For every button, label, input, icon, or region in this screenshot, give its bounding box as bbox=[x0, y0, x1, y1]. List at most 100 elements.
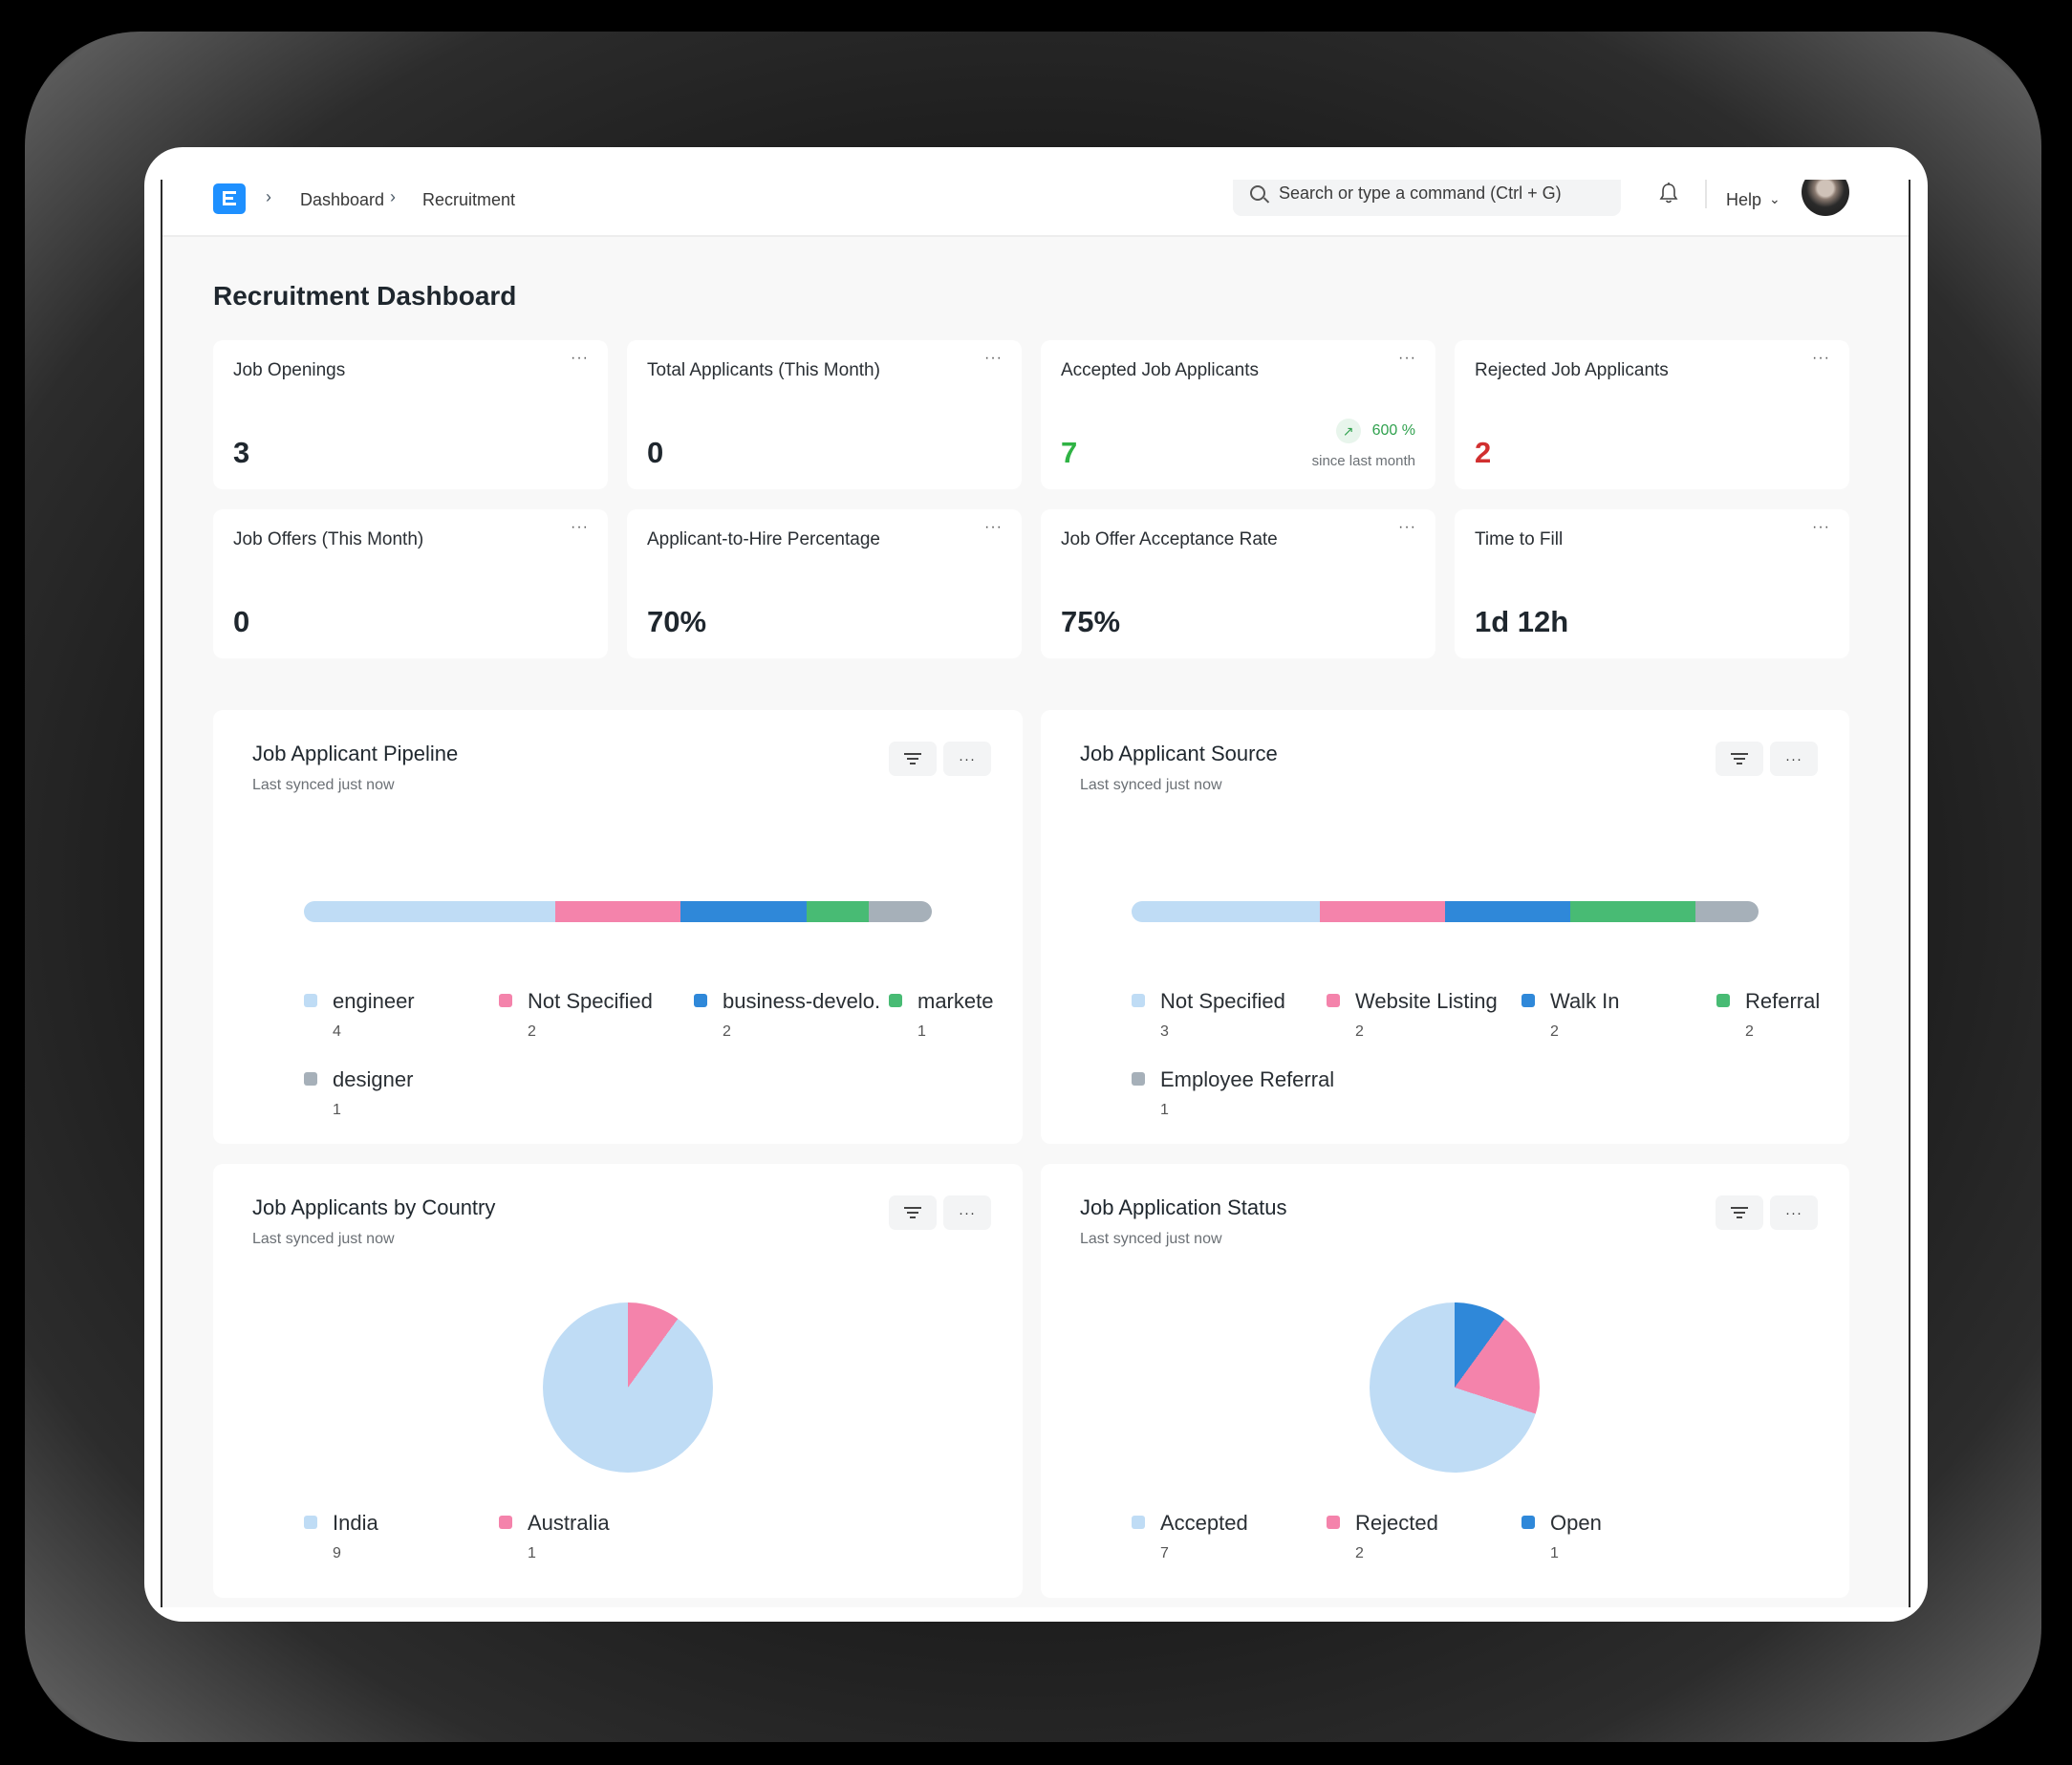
legend-swatch bbox=[1716, 994, 1730, 1007]
chart-sync-status: Last synced just now bbox=[1080, 1231, 1222, 1247]
filter-icon bbox=[1731, 1207, 1748, 1218]
chart-menu-button[interactable]: ··· bbox=[943, 1195, 991, 1230]
legend-swatch bbox=[1327, 1516, 1340, 1529]
breadcrumb-chevron-icon: › bbox=[390, 187, 396, 206]
card-value: 75% bbox=[1061, 605, 1121, 638]
number-card-applicant-to-hire: Applicant-to-Hire Percentage ··· 70% bbox=[627, 509, 1022, 658]
trend-indicator: ↗ 600 % bbox=[1335, 419, 1415, 443]
app-window: › Dashboard › Recruitment Search or type… bbox=[144, 147, 1928, 1622]
filter-icon bbox=[1731, 753, 1748, 764]
bar-segment-business-development[interactable] bbox=[680, 901, 807, 922]
card-value: 7 bbox=[1061, 436, 1078, 469]
browser-viewport: › Dashboard › Recruitment Search or type… bbox=[161, 180, 1910, 1607]
legend-label: Walk In bbox=[1550, 989, 1620, 1013]
card-label: Total Applicants (This Month) bbox=[647, 360, 880, 380]
legend-value: 9 bbox=[333, 1545, 341, 1561]
number-card-job-offers: Job Offers (This Month) ··· 0 bbox=[213, 509, 608, 658]
bar-segment-not-specified[interactable] bbox=[554, 901, 681, 922]
search-icon bbox=[1250, 185, 1265, 201]
chart-card-applicants-by-country: Job Applicants by Country Last synced ju… bbox=[213, 1164, 1023, 1598]
help-menu[interactable]: Help bbox=[1726, 190, 1762, 209]
trend-percent: 600 % bbox=[1371, 422, 1415, 439]
legend-swatch bbox=[304, 1516, 317, 1529]
chart-menu-button[interactable]: ··· bbox=[1770, 1195, 1818, 1230]
legend-label: India bbox=[333, 1511, 378, 1535]
legend-label: business-develo. bbox=[723, 989, 881, 1013]
number-card-offer-acceptance-rate: Job Offer Acceptance Rate ··· 75% bbox=[1041, 509, 1435, 658]
bar-segment-walk-in[interactable] bbox=[1444, 901, 1571, 922]
bar-segment-designer[interactable] bbox=[869, 901, 932, 922]
card-menu-button[interactable]: ··· bbox=[1812, 350, 1830, 366]
legend-swatch bbox=[1132, 1072, 1145, 1086]
legend-swatch bbox=[304, 994, 317, 1007]
card-value: 1d 12h bbox=[1475, 605, 1569, 638]
legend-label: Not Specified bbox=[528, 989, 653, 1013]
chart-menu-button[interactable]: ··· bbox=[943, 742, 991, 776]
legend-swatch bbox=[1522, 994, 1535, 1007]
pie-chart[interactable] bbox=[543, 1302, 713, 1473]
chart-sync-status: Last synced just now bbox=[252, 1231, 395, 1247]
card-label: Rejected Job Applicants bbox=[1475, 360, 1669, 380]
chart-card-applicant-pipeline: Job Applicant Pipeline Last synced just … bbox=[213, 710, 1023, 1144]
chart-menu-button[interactable]: ··· bbox=[1770, 742, 1818, 776]
chart-sync-status: Last synced just now bbox=[252, 777, 395, 793]
user-avatar[interactable] bbox=[1802, 180, 1849, 216]
percentage-bar bbox=[1132, 901, 1759, 922]
search-input[interactable]: Search or type a command (Ctrl + G) bbox=[1233, 180, 1621, 216]
number-card-job-openings: Job Openings ··· 3 bbox=[213, 340, 608, 489]
legend-swatch bbox=[499, 994, 512, 1007]
legend-label: Open bbox=[1550, 1511, 1602, 1535]
legend-value: 2 bbox=[723, 1023, 731, 1040]
chart-title: Job Applicant Source bbox=[1080, 742, 1278, 765]
card-menu-button[interactable]: ··· bbox=[1398, 350, 1416, 366]
app-logo[interactable] bbox=[213, 183, 246, 214]
trend-caption: since last month bbox=[1311, 453, 1415, 469]
legend-swatch bbox=[1327, 994, 1340, 1007]
legend-value: 1 bbox=[1160, 1102, 1169, 1118]
card-label: Job Openings bbox=[233, 360, 346, 380]
chart-filter-button[interactable] bbox=[889, 1195, 937, 1230]
breadcrumb-recruitment[interactable]: Recruitment bbox=[422, 190, 516, 209]
card-menu-button[interactable]: ··· bbox=[1812, 519, 1830, 535]
logo-e-icon bbox=[223, 191, 236, 206]
number-card-rejected-applicants: Rejected Job Applicants ··· 2 bbox=[1455, 340, 1849, 489]
card-label: Applicant-to-Hire Percentage bbox=[647, 529, 880, 549]
card-menu-button[interactable]: ··· bbox=[984, 519, 1003, 535]
legend-value: 1 bbox=[333, 1102, 341, 1118]
percentage-bar bbox=[304, 901, 932, 922]
card-menu-button[interactable]: ··· bbox=[571, 519, 589, 535]
chart-card-application-status: Job Application Status Last synced just … bbox=[1041, 1164, 1849, 1598]
chart-title: Job Applicant Pipeline bbox=[252, 742, 459, 765]
pie-chart[interactable] bbox=[1370, 1302, 1540, 1473]
card-menu-button[interactable]: ··· bbox=[1398, 519, 1416, 535]
legend-value: 1 bbox=[1550, 1545, 1559, 1561]
chart-filter-button[interactable] bbox=[1716, 1195, 1763, 1230]
card-menu-button[interactable]: ··· bbox=[571, 350, 589, 366]
bar-segment-employee-referral[interactable] bbox=[1695, 901, 1759, 922]
bar-segment-referral[interactable] bbox=[1570, 901, 1696, 922]
bar-segment-website-listing[interactable] bbox=[1319, 901, 1445, 922]
bar-segment-not-specified[interactable] bbox=[1132, 901, 1320, 922]
chart-title: Job Applicants by Country bbox=[252, 1195, 496, 1219]
legend-label: Not Specified bbox=[1160, 989, 1285, 1013]
chart-sync-status: Last synced just now bbox=[1080, 777, 1222, 793]
legend-swatch bbox=[1132, 994, 1145, 1007]
card-label: Time to Fill bbox=[1475, 529, 1564, 549]
card-menu-button[interactable]: ··· bbox=[984, 350, 1003, 366]
bar-segment-engineer[interactable] bbox=[304, 901, 555, 922]
breadcrumb-dashboard[interactable]: Dashboard bbox=[300, 190, 385, 209]
card-value: 70% bbox=[647, 605, 707, 638]
bar-segment-marketer[interactable] bbox=[806, 901, 870, 922]
chart-title: Job Application Status bbox=[1080, 1195, 1287, 1219]
card-value: 0 bbox=[647, 436, 664, 469]
legend-value: 2 bbox=[1355, 1023, 1364, 1040]
card-value: 3 bbox=[233, 436, 250, 469]
chart-filter-button[interactable] bbox=[1716, 742, 1763, 776]
card-label: Accepted Job Applicants bbox=[1061, 360, 1260, 380]
number-card-total-applicants: Total Applicants (This Month) ··· 0 bbox=[627, 340, 1022, 489]
number-card-accepted-applicants: Accepted Job Applicants ··· 7 ↗ 600 % si… bbox=[1041, 340, 1435, 489]
notification-bell-icon[interactable] bbox=[1658, 182, 1679, 204]
legend-swatch bbox=[304, 1072, 317, 1086]
chart-filter-button[interactable] bbox=[889, 742, 937, 776]
search-placeholder: Search or type a command (Ctrl + G) bbox=[1279, 183, 1562, 203]
